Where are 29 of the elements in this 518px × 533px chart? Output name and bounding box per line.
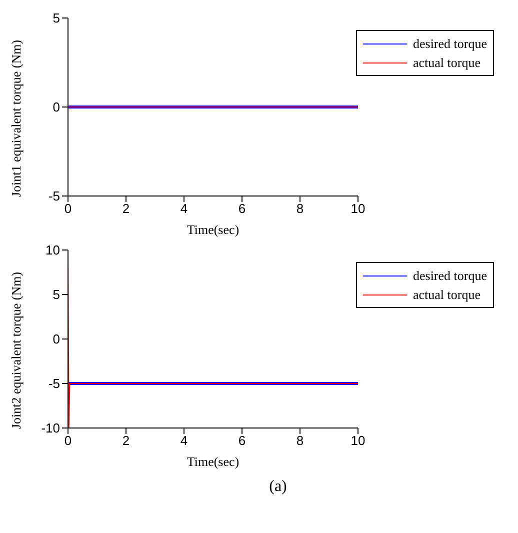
x-tick-label: 4: [180, 433, 188, 448]
x-tick-label: 6: [238, 433, 246, 448]
y-axis-title: Joint2 equivalent torque (Nm): [8, 272, 24, 429]
x-tick-label: 2: [122, 201, 130, 216]
legend-label: actual torque: [412, 54, 480, 72]
x-tick-label: 10: [350, 433, 366, 448]
y-tick-label: 10: [46, 242, 60, 258]
legend-label: desired torque: [412, 35, 487, 53]
x-tick-label: 8: [296, 433, 304, 448]
y-tick-label: 5: [52, 10, 60, 26]
y-tick-label: -10: [41, 420, 60, 436]
x-tick-label: 10: [350, 201, 366, 216]
x-tick-label: 4: [180, 201, 188, 216]
x-tick-label: 0: [64, 201, 72, 216]
x-tick-label: 0: [64, 433, 72, 448]
text: (a): [268, 478, 288, 496]
x-tick-label: 8: [296, 201, 304, 216]
legend-label: desired torque: [412, 267, 487, 285]
x-axis-title: Time(sec): [186, 454, 240, 469]
x-tick-label: 2: [122, 433, 130, 448]
legend-label: actual torque: [412, 286, 480, 304]
x-axis-title: Time(sec): [186, 222, 240, 237]
y-tick-label: 0: [52, 332, 60, 347]
y-tick-label: -5: [48, 376, 60, 392]
x-tick-label: 6: [238, 201, 246, 216]
y-tick-label: -5: [48, 188, 60, 204]
y-axis-title: Joint1 equivalent torque (Nm): [8, 40, 24, 197]
y-tick-label: 0: [52, 100, 60, 115]
y-tick-label: 5: [52, 287, 60, 302]
